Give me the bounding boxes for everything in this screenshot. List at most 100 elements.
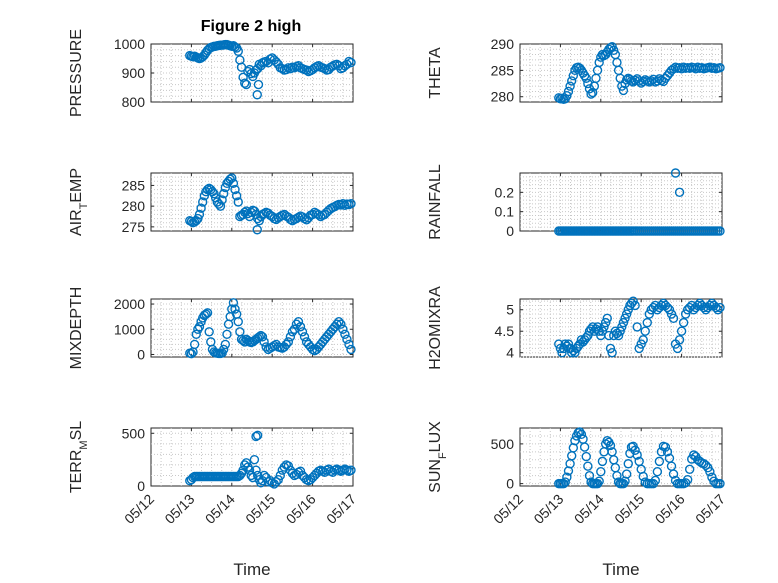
data-point [668, 469, 679, 479]
data-point [340, 200, 350, 211]
data-point [678, 317, 689, 328]
data-point [283, 337, 294, 347]
data-point [193, 324, 203, 334]
data-point [584, 470, 595, 481]
data-point [668, 313, 679, 324]
data-point [563, 86, 574, 97]
data-point [191, 329, 201, 339]
data-point [594, 476, 604, 486]
data-point [189, 339, 200, 350]
data-point [346, 465, 356, 475]
data-point [198, 197, 208, 207]
data-point [346, 57, 356, 68]
data-point [289, 324, 300, 334]
data-point [251, 465, 261, 475]
data-point [607, 348, 617, 358]
data-point [602, 313, 612, 324]
y-tick-label: 1000 [114, 321, 145, 337]
data-point [713, 305, 723, 315]
data-point [662, 302, 673, 313]
data-point [194, 322, 205, 332]
data-point [285, 332, 296, 342]
data-point [332, 319, 342, 329]
data-point [252, 430, 263, 441]
data-point [281, 339, 292, 350]
data-point [233, 46, 243, 56]
data-point [293, 212, 304, 223]
data-point [612, 470, 622, 481]
data-point [621, 309, 632, 319]
data-point [618, 85, 629, 96]
data-point [257, 332, 268, 342]
y-axis-label: H2OMIXRA [427, 286, 444, 370]
data-point [259, 208, 269, 219]
data-point [715, 63, 725, 73]
data-point [346, 198, 356, 209]
data-point [638, 335, 648, 345]
data-point [618, 317, 629, 328]
data-point [233, 197, 243, 207]
data-point [241, 79, 252, 90]
data-point [599, 322, 609, 332]
y-tick-label: 285 [491, 62, 515, 78]
data-point [251, 431, 261, 442]
data-point [684, 464, 695, 475]
data-point [233, 317, 243, 327]
subplot-theta: 280 285 290 THETA [427, 36, 725, 105]
x-axis-label: Time [602, 560, 639, 579]
data-point [613, 330, 624, 341]
data-point [664, 305, 675, 315]
data-point [600, 317, 611, 328]
data-point [642, 317, 652, 328]
data-point [193, 213, 203, 224]
data-point [573, 62, 583, 72]
data-point [227, 304, 237, 314]
data-point [674, 187, 685, 198]
data-point [220, 339, 231, 350]
data-point [623, 459, 633, 469]
y-axis-label: AIRTEMP [68, 168, 90, 236]
data-point [699, 302, 709, 313]
data-point [246, 470, 256, 481]
y-tick-label: 0.2 [495, 184, 515, 200]
data-point [662, 447, 673, 457]
data-point [313, 210, 324, 220]
data-point [222, 329, 232, 339]
y-tick-label: 0 [506, 476, 514, 492]
data-point [227, 173, 237, 183]
data-point [617, 322, 627, 332]
data-point [557, 348, 567, 358]
data-point [344, 339, 354, 350]
data-point [609, 45, 619, 56]
data-point [652, 467, 663, 477]
data-point [680, 309, 691, 319]
data-point [219, 344, 229, 355]
data-point [252, 225, 262, 235]
data-point [217, 195, 227, 205]
data-point [602, 436, 612, 446]
data-point [249, 454, 260, 465]
data-point [557, 93, 567, 104]
data-point [240, 78, 250, 88]
subplot-mixdepth: 0 1000 2000 MIXDEPTH [68, 287, 356, 369]
subplot-h2omixra: 4 4.5 5 H2OMIXRA [427, 286, 725, 370]
data-point [597, 326, 608, 336]
data-point [275, 470, 285, 481]
data-point [204, 327, 214, 337]
data-point [340, 329, 350, 339]
data-point [230, 184, 240, 195]
y-tick-label: 0 [137, 346, 145, 362]
data-point [597, 456, 608, 467]
y-tick-label: 275 [122, 219, 146, 235]
data-point [568, 70, 579, 81]
data-point [196, 203, 206, 213]
y-tick-label: 4 [506, 345, 514, 361]
y-tick-label: 0 [506, 223, 514, 239]
data-point [711, 302, 721, 313]
data-point [228, 298, 239, 308]
data-point [650, 475, 661, 486]
y-tick-label: 800 [122, 94, 146, 110]
data-point [579, 442, 590, 452]
data-point [630, 300, 640, 311]
